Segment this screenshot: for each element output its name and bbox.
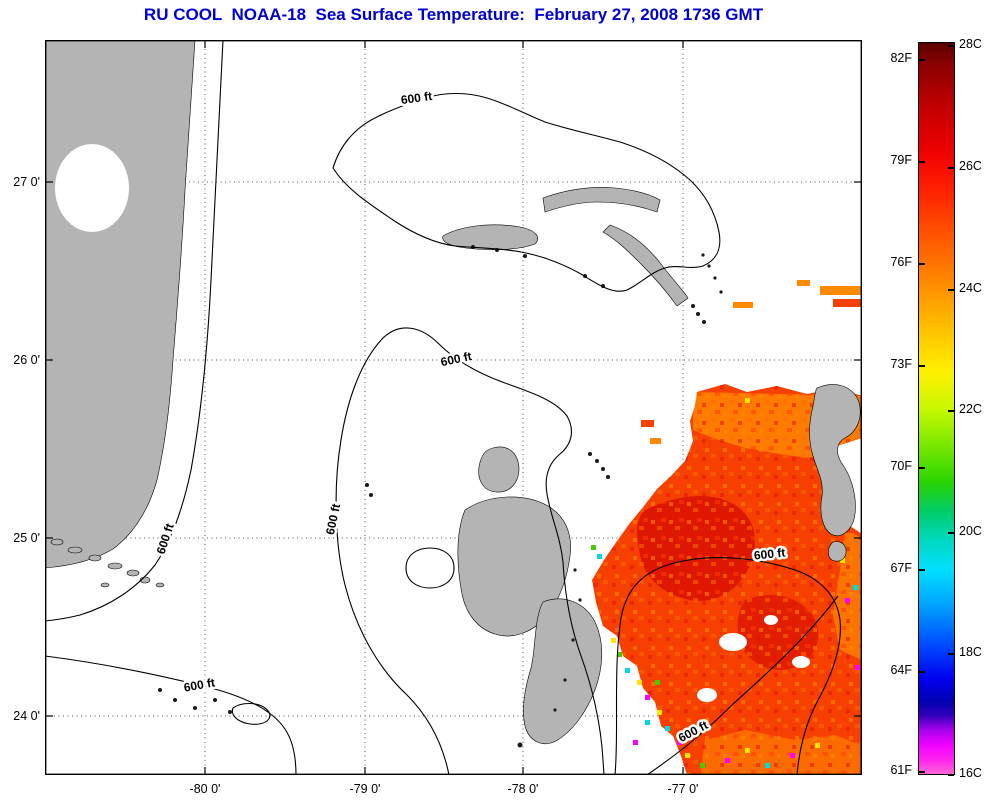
colorbar-tick (948, 45, 954, 47)
contour-label: 600 ft (400, 89, 433, 107)
colorbar-tick (919, 467, 925, 469)
colorbar (918, 42, 955, 776)
contour-label: 600 ft (753, 545, 786, 562)
colorbar-f-label: 67F (890, 561, 912, 575)
cay-sal-contour (45, 655, 297, 775)
colorbar-c-label: 26C (959, 159, 982, 173)
y-axis-tick-label: 26 0' (13, 353, 40, 367)
colorbar-tick (919, 671, 925, 673)
eleuthera-land (809, 384, 861, 562)
sst-data-region (591, 280, 862, 775)
depth-contours (45, 40, 841, 775)
eleuthera-island (809, 384, 861, 536)
colorbar-tick (919, 365, 925, 367)
sst-strip (833, 299, 862, 307)
colorbar-tick (948, 289, 954, 291)
joulter-cays (478, 446, 520, 493)
sst-edge-speckles (591, 398, 860, 768)
colorbar-tick (919, 263, 925, 265)
y-axis-tick-label: 27 0' (13, 175, 40, 189)
great-bahama-bank-contour (335, 327, 605, 775)
colorbar-tick (948, 653, 954, 655)
florida-keys (50, 538, 165, 588)
cay-sal-loop (231, 702, 271, 725)
lake-okeechobee (55, 144, 129, 232)
colorbar-f-label: 64F (890, 663, 912, 677)
colorbar-c-label: 16C (959, 766, 982, 780)
plot-border (45, 40, 862, 775)
colorbar-c-label: 24C (959, 281, 982, 295)
colorbar-f-label: 70F (890, 459, 912, 473)
colorbar-f-label: 76F (890, 255, 912, 269)
sst-strip (820, 286, 862, 295)
cay-sal-cays (158, 688, 523, 748)
south-andros-island (523, 598, 603, 745)
colorbar-tick (919, 569, 925, 571)
y-axis-tick-label: 24 0' (13, 709, 40, 723)
x-axis-tick-label: -78 0' (507, 782, 539, 796)
eleuthera-cay (828, 541, 847, 562)
x-axis-tick-label: -80 0' (189, 782, 221, 796)
colorbar-tick (948, 532, 954, 534)
sst-strip (797, 280, 810, 286)
tongue-of-ocean-contour (614, 557, 841, 775)
figure-title: RU COOL NOAA-18 Sea Surface Temperature:… (143, 5, 764, 24)
colorbar-tick (948, 774, 954, 776)
berry-islands (588, 452, 610, 479)
contour-label: 600 ft (154, 522, 177, 556)
y-axis-tick-label: 25 0' (13, 531, 40, 545)
map-plot: 600 ft 600 ft 600 ft 600 ft 600 ft 600 f… (45, 40, 862, 775)
colorbar-f-label: 61F (890, 763, 912, 777)
contour-label: 600 ft (183, 675, 216, 694)
colorbar-c-label: 22C (959, 402, 982, 416)
sst-strip (650, 438, 661, 444)
colorbar-c-label: 28C (959, 37, 982, 51)
little-bahama-bank-contour (332, 92, 721, 292)
sst-strip (733, 302, 753, 308)
grand-bahama-island (542, 187, 661, 213)
colorbar-c-label: 20C (959, 524, 982, 538)
x-axis-tick-label: -79 0' (349, 782, 381, 796)
colorbar-tick (919, 59, 925, 61)
colorbar-f-label: 73F (890, 357, 912, 371)
florida-peninsula (45, 40, 196, 569)
colorbar-c-label: 18C (959, 645, 982, 659)
colorbar-tick (919, 771, 925, 773)
x-axis-tick-label: -77 0' (667, 782, 699, 796)
contour-label: 600 ft (323, 502, 343, 536)
sst-strip (641, 420, 654, 427)
sst-pixel-texture (592, 384, 862, 775)
bahama-islands-land (158, 187, 723, 748)
colorbar-gradient (919, 43, 954, 774)
abaco-island (602, 224, 689, 307)
exuma-contour (646, 595, 839, 775)
bank-deep-hole-contour (405, 547, 455, 589)
colorbar-f-label: 82F (890, 51, 912, 65)
colorbar-tick (919, 161, 925, 163)
colorbar-tick (948, 167, 954, 169)
colorbar-f-label: 79F (890, 153, 912, 167)
florida-land (45, 40, 196, 588)
colorbar-tick (948, 410, 954, 412)
florida-shelf-contour (45, 40, 224, 622)
